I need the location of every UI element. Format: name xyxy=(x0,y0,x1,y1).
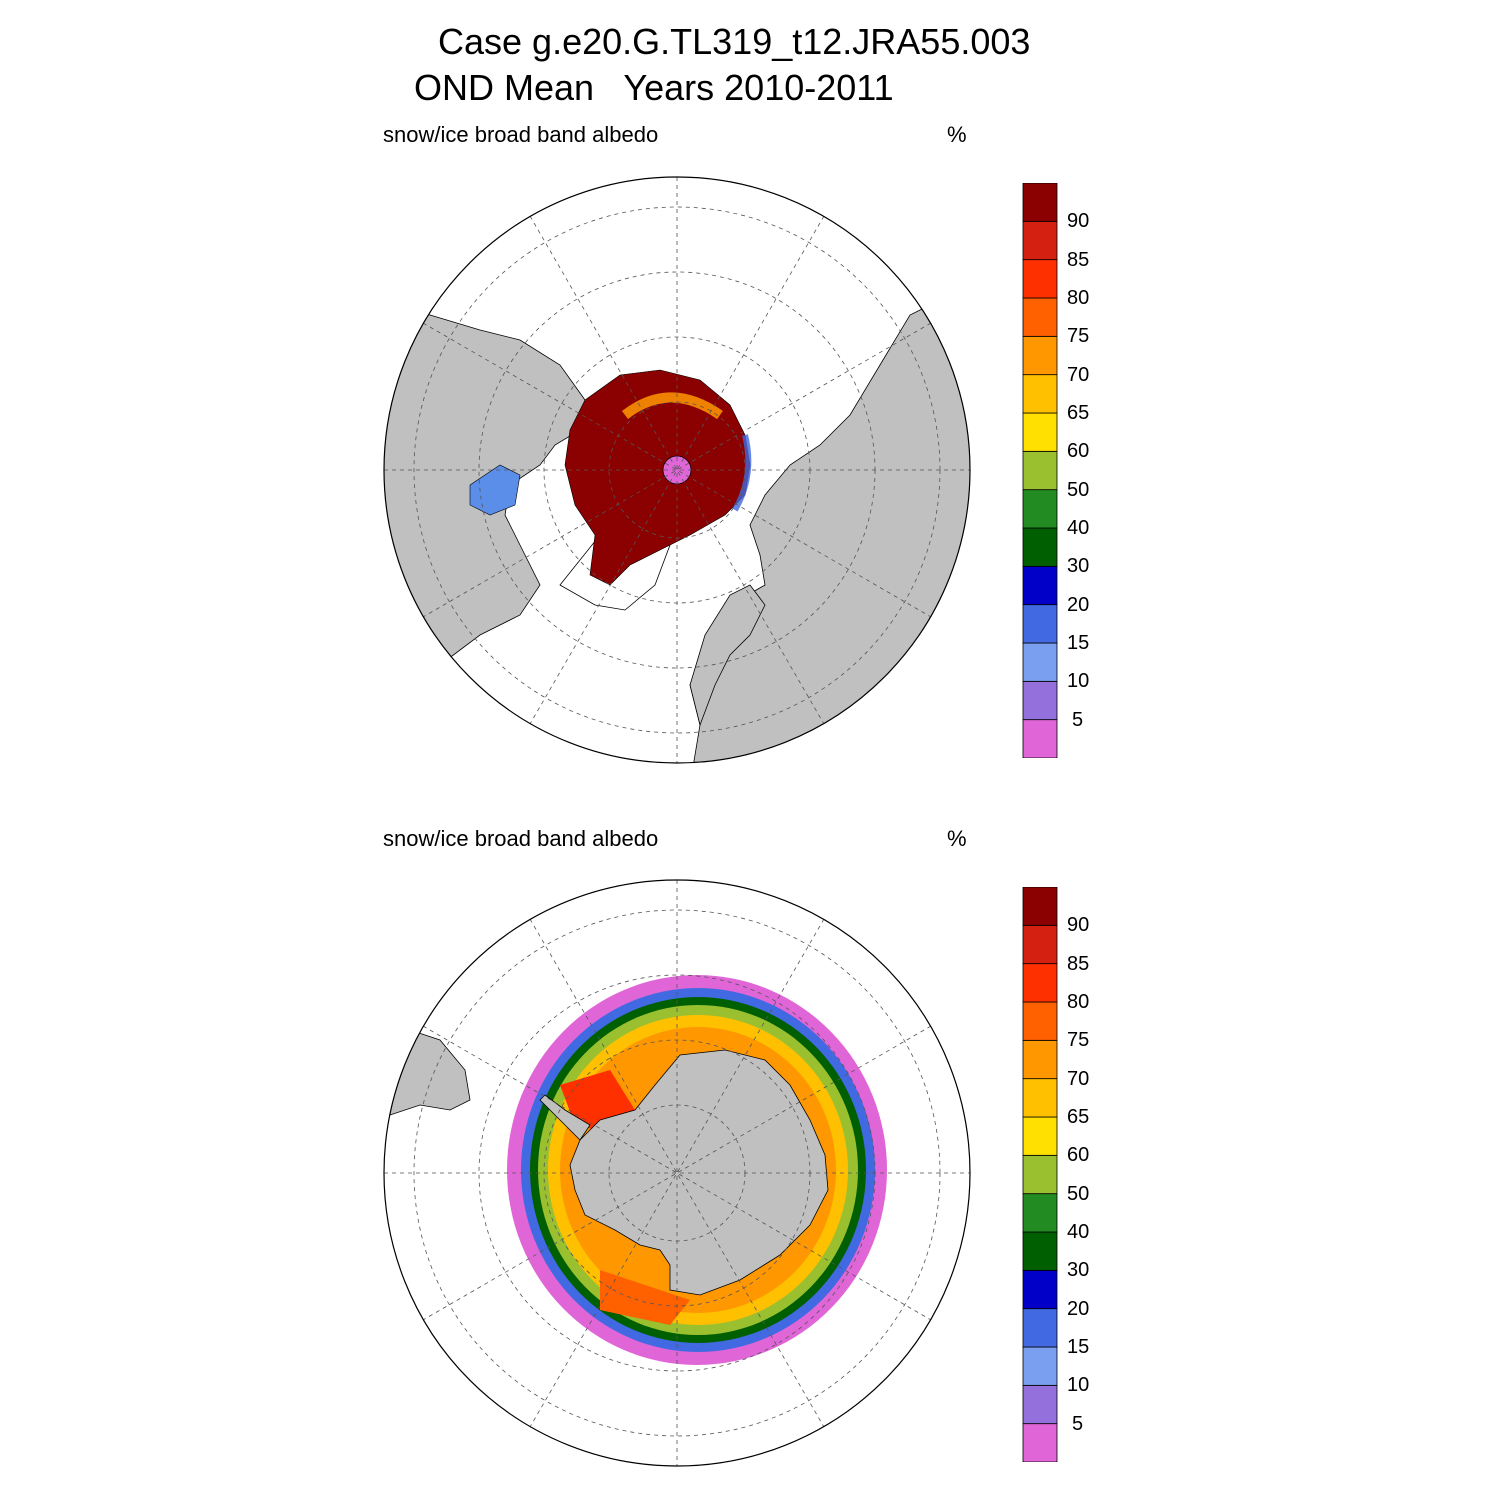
colorbar-swatch xyxy=(1022,259,1058,299)
south-panel-units: % xyxy=(947,826,967,851)
colorbar-swatch xyxy=(1022,1154,1058,1195)
colorbar-swatch xyxy=(1022,183,1058,222)
south-colorbar-swatches xyxy=(1022,887,1058,1462)
colorbar-swatch xyxy=(1022,887,1058,926)
colorbar-swatch xyxy=(1022,1231,1058,1271)
colorbar-swatch xyxy=(1022,1346,1058,1386)
north-map-border xyxy=(383,176,971,764)
south-panel-title: snow/ice broad band albedo xyxy=(383,826,659,851)
colorbar-swatch xyxy=(1022,680,1058,721)
colorbar-tick-label: 90 xyxy=(1067,210,1090,233)
colorbar-tick-label: 70 xyxy=(1067,363,1090,386)
south-colorbar xyxy=(1000,887,1120,1462)
colorbar-swatch xyxy=(1022,1269,1058,1310)
colorbar-swatch xyxy=(1022,1001,1058,1041)
colorbar-tick-label: 30 xyxy=(1067,1259,1090,1282)
period-subtitle: OND Mean Years 2010-2011 xyxy=(414,67,894,108)
colorbar-tick-label: 80 xyxy=(1067,991,1090,1013)
colorbar-swatch xyxy=(1022,1423,1058,1462)
ice-edge-band xyxy=(621,392,723,420)
colorbar-tick-label: 15 xyxy=(1067,632,1090,654)
colorbar-swatch xyxy=(1022,1078,1058,1118)
colorbar-tick-label: 40 xyxy=(1067,1221,1090,1243)
north-graticule xyxy=(384,177,970,763)
colorbar-tick-label: 85 xyxy=(1067,248,1090,271)
colorbar-tick-label: 5 xyxy=(1072,1412,1084,1435)
colorbar-swatch xyxy=(1022,450,1058,491)
colorbar-tick-label: 60 xyxy=(1067,440,1090,463)
colorbar-swatch xyxy=(1022,412,1058,452)
colorbar-swatch xyxy=(1022,1193,1058,1233)
ice-edge-band-outer xyxy=(732,434,752,512)
south-map-border xyxy=(383,879,971,1467)
south-polar-map xyxy=(383,879,971,1467)
colorbar-swatch xyxy=(1022,374,1058,414)
colorbar-tick-label: 75 xyxy=(1067,1029,1090,1052)
colorbar-swatch xyxy=(1022,297,1058,337)
colorbar-tick-label: 80 xyxy=(1067,287,1090,309)
colorbar-swatch xyxy=(1022,1039,1058,1080)
colorbar-tick-label: 60 xyxy=(1067,1144,1090,1167)
colorbar-tick-label: 50 xyxy=(1067,478,1090,501)
antarctica-landmass xyxy=(569,1049,829,1296)
ross-sea-ice-high xyxy=(600,1270,690,1325)
antarctic-peninsula xyxy=(539,1094,591,1141)
colorbar-tick-label: 10 xyxy=(1067,670,1090,693)
colorbar-swatch xyxy=(1022,924,1058,965)
colorbar-swatch xyxy=(1022,489,1058,529)
north-polar-map xyxy=(383,176,971,764)
north-panel-title: snow/ice broad band albedo xyxy=(383,122,659,147)
colorbar-swatch xyxy=(1022,642,1058,682)
colorbar-tick-label: 20 xyxy=(1067,1297,1090,1320)
colorbar-swatch xyxy=(1022,565,1058,606)
colorbar-swatch xyxy=(1022,719,1058,758)
colorbar-tick-label: 40 xyxy=(1067,517,1090,539)
scandinavia-landmass xyxy=(689,584,766,727)
colorbar-swatch xyxy=(1022,527,1058,567)
colorbar-tick-label: 85 xyxy=(1067,952,1090,975)
colorbar-tick-label: 30 xyxy=(1067,555,1090,578)
colorbar-tick-label: 50 xyxy=(1067,1182,1090,1205)
main-title: Case g.e20.G.TL319_t12.JRA55.003 xyxy=(438,21,1031,62)
colorbar-swatch xyxy=(1022,1116,1058,1156)
colorbar-tick-label: 65 xyxy=(1067,402,1090,424)
colorbar-tick-label: 90 xyxy=(1067,914,1090,937)
colorbar-tick-label: 70 xyxy=(1067,1067,1090,1090)
colorbar-tick-label: 15 xyxy=(1067,1336,1090,1358)
colorbar-tick-label: 65 xyxy=(1067,1106,1090,1128)
colorbar-tick-label: 20 xyxy=(1067,593,1090,616)
colorbar-swatch xyxy=(1022,1308,1058,1348)
colorbar-swatch xyxy=(1022,1384,1058,1425)
colorbar-swatch xyxy=(1022,220,1058,261)
colorbar-tick-label: 75 xyxy=(1067,325,1090,348)
south-graticule xyxy=(384,880,970,1466)
colorbar-swatch xyxy=(1022,604,1058,644)
hudson-bay xyxy=(469,464,521,516)
colorbar-swatch xyxy=(1022,963,1058,1003)
colorbar-tick-label: 10 xyxy=(1067,1374,1090,1397)
north-colorbar xyxy=(1000,183,1120,758)
colorbar-swatch xyxy=(1022,335,1058,376)
colorbar-tick-label: 5 xyxy=(1072,708,1084,731)
north-panel-units: % xyxy=(947,122,967,147)
north-colorbar-swatches xyxy=(1022,183,1058,758)
